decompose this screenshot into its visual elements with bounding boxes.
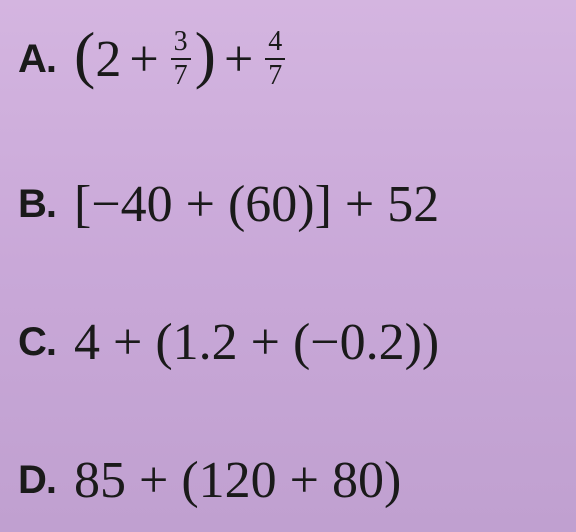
option-d-expression: 85 + (120 + 80) bbox=[74, 451, 401, 510]
option-a-letter: A. bbox=[18, 37, 56, 82]
open-paren: ( bbox=[74, 18, 95, 92]
option-c-letter: C. bbox=[18, 320, 56, 365]
plus-operator: + bbox=[129, 30, 158, 89]
numerator: 3 bbox=[171, 28, 191, 58]
numerator: 4 bbox=[265, 28, 285, 58]
option-c-row: C. 4 + (1.2 + (−0.2)) bbox=[18, 313, 576, 372]
option-d-letter: D. bbox=[18, 458, 56, 503]
option-d-row: D. 85 + (120 + 80) bbox=[18, 451, 576, 510]
close-paren: ) bbox=[195, 18, 216, 92]
option-a-expression: ( 2 + 3 7 ) + 4 7 bbox=[74, 22, 289, 96]
fraction-1: 3 7 bbox=[171, 28, 191, 90]
whole-number: 2 bbox=[95, 30, 121, 89]
denominator: 7 bbox=[171, 58, 191, 90]
option-b-letter: B. bbox=[18, 182, 56, 227]
option-c-expression: 4 + (1.2 + (−0.2)) bbox=[74, 313, 439, 372]
option-b-row: B. [−40 + (60)] + 52 bbox=[18, 175, 576, 234]
plus-operator: + bbox=[224, 30, 253, 89]
option-a-row: A. ( 2 + 3 7 ) + 4 7 bbox=[18, 22, 576, 96]
option-b-expression: [−40 + (60)] + 52 bbox=[74, 175, 439, 234]
denominator: 7 bbox=[265, 58, 285, 90]
fraction-2: 4 7 bbox=[265, 28, 285, 90]
